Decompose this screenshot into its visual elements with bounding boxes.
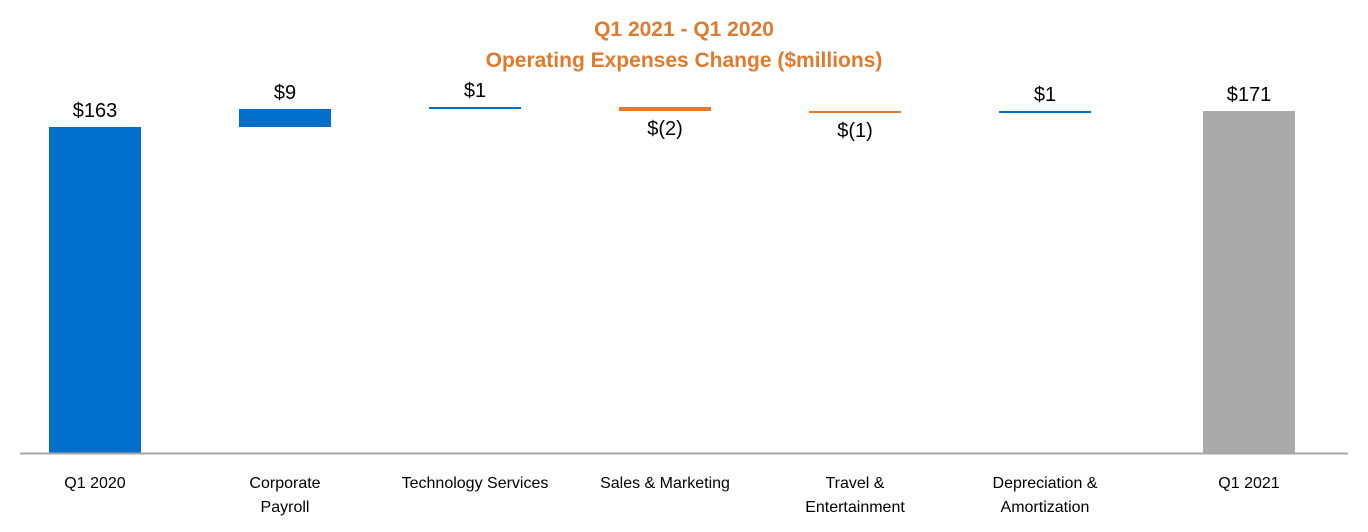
- data-label-1: $9: [274, 82, 296, 104]
- chart-title: Q1 2021 - Q1 2020: [594, 18, 774, 41]
- x-tick-label: Depreciation & Amortization: [992, 475, 1098, 516]
- x-tick-label: Q1 2020: [64, 475, 126, 492]
- bar-5: [999, 111, 1091, 113]
- data-label-3: $(2): [647, 118, 683, 140]
- bar-0: [49, 127, 141, 453]
- x-tick-label: Travel & Entertainment: [805, 475, 905, 516]
- data-label-0: $163: [73, 100, 118, 122]
- x-tick-label: Corporate Payroll: [249, 475, 321, 516]
- bar-3: [619, 107, 711, 111]
- bar-6: [1203, 111, 1295, 453]
- bar-1: [239, 109, 331, 127]
- data-label-4: $(1): [837, 120, 873, 142]
- x-tick-label: Technology Services: [401, 475, 549, 492]
- bar-2: [429, 107, 521, 109]
- x-tick-label: Sales & Marketing: [600, 475, 730, 492]
- chart-subtitle: Operating Expenses Change ($millions): [485, 49, 883, 72]
- data-label-5: $1: [1034, 84, 1056, 106]
- data-label-6: $171: [1227, 84, 1272, 106]
- x-tick-label: Q1 2021: [1218, 475, 1280, 492]
- data-label-2: $1: [464, 80, 486, 102]
- bar-4: [809, 111, 901, 113]
